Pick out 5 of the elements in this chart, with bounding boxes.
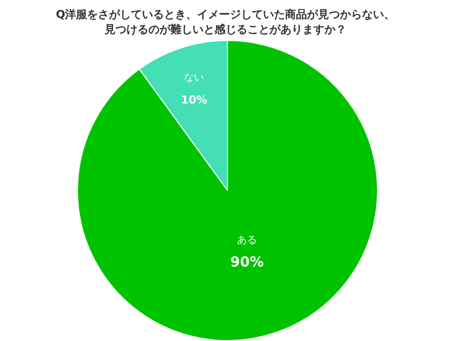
chart-title: Q洋服をさがしているとき、イメージしていた商品が見つからない、見つけるのが難しいと感じることがありますか？ (56, 8, 396, 36)
slice-label: ない (184, 72, 204, 84)
data-label: 90% (230, 254, 264, 270)
slice-label: ある (236, 234, 257, 246)
data-label: 10% (180, 93, 208, 106)
